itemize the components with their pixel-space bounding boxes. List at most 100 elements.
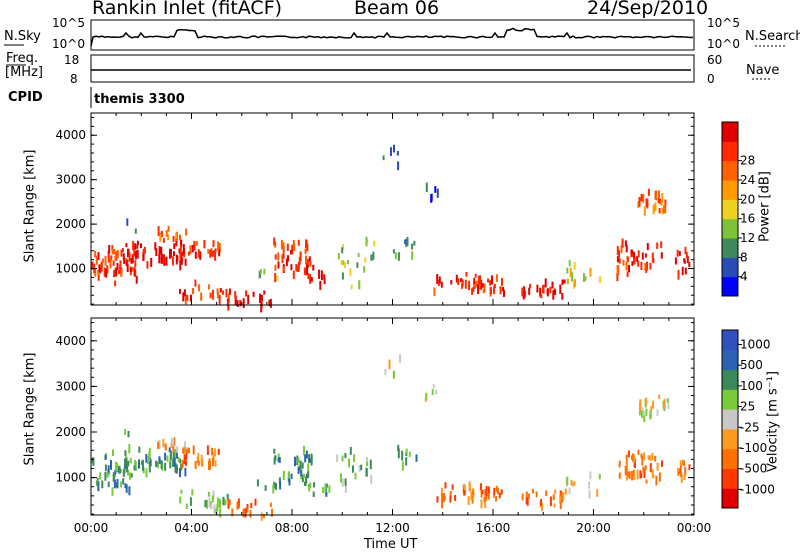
power-cell <box>599 276 602 284</box>
velocity-cell <box>618 460 621 466</box>
velocity-cell <box>588 490 591 499</box>
velocity-cell <box>643 452 646 461</box>
velocity-cell <box>303 445 305 456</box>
power-cell <box>436 188 439 198</box>
power-cell <box>113 249 116 255</box>
power-cell <box>341 247 344 254</box>
velocity-cell <box>631 455 633 460</box>
power-cell <box>645 198 648 207</box>
velocity-cell <box>184 441 186 448</box>
power-cell <box>571 271 574 282</box>
velocity-cell <box>171 438 174 445</box>
velocity-cell <box>107 469 110 476</box>
velocity-cell <box>164 443 167 451</box>
velocity-cell <box>129 474 131 480</box>
power-cell <box>501 278 503 286</box>
power-cell <box>323 278 326 284</box>
power-cell <box>306 264 309 275</box>
velocity-cell <box>649 463 652 473</box>
velocity-cell <box>683 473 686 481</box>
velocity-cell <box>180 489 183 494</box>
velocity-cell <box>535 491 538 498</box>
velocity-cell <box>300 470 303 477</box>
velocity-colorbar-segment <box>722 488 738 509</box>
velocity-cell <box>188 447 190 454</box>
power-cell <box>305 239 307 249</box>
velocity-cell <box>138 459 140 469</box>
velocity-cell <box>269 502 272 508</box>
velocity-cell <box>637 449 640 455</box>
power-cell <box>684 267 687 275</box>
power-cell <box>142 251 145 261</box>
velocity-cell <box>308 457 311 463</box>
velocity-cell <box>176 446 179 453</box>
power-cell <box>281 254 284 264</box>
power-cell <box>195 241 198 246</box>
power-cell <box>490 286 492 295</box>
velocity-cell <box>683 460 685 467</box>
power-cell <box>210 248 213 257</box>
velocity-colorbar-frame <box>721 329 739 509</box>
power-cell <box>411 243 414 250</box>
power-colorbar-segment <box>722 257 738 278</box>
power-cell <box>130 258 133 264</box>
nsearch-tick-high: 10^5 <box>707 16 740 30</box>
velocity-cell <box>145 453 148 463</box>
velocity-cell <box>441 493 444 503</box>
velocity-cell <box>113 479 116 489</box>
velocity-cell <box>336 454 339 463</box>
power-cell <box>493 285 496 295</box>
power-cell <box>176 255 179 262</box>
velocity-cell <box>211 447 214 456</box>
power-cell <box>473 277 476 284</box>
power-cell <box>91 261 94 270</box>
power-colorbar-tick-label: 12 <box>740 231 755 245</box>
velocity-cell <box>212 490 215 500</box>
power-colorbar-tick-label: 8 <box>740 250 748 264</box>
velocity-colorbar-tick-label: 25 <box>740 400 755 414</box>
velocity-cell <box>172 445 175 453</box>
velocity-cell <box>104 454 107 460</box>
power-cell <box>573 261 576 270</box>
power-cell <box>684 246 687 255</box>
velocity-cell <box>312 491 315 497</box>
velocity-cell <box>173 457 176 467</box>
power-cell <box>397 161 400 171</box>
power-cell <box>305 255 307 265</box>
power-cell <box>213 250 216 257</box>
power-cell <box>292 270 295 280</box>
velocity-cell <box>471 496 474 504</box>
power-cell <box>636 256 639 262</box>
velocity-cell <box>297 466 300 474</box>
power-cell <box>126 218 129 226</box>
power-cell <box>212 240 215 248</box>
power-cell <box>628 264 630 273</box>
velocity-cell <box>170 442 173 448</box>
power-cell <box>112 260 115 266</box>
velocity-cell <box>541 503 544 512</box>
power-cell <box>97 271 100 281</box>
cpid-label: CPID <box>8 90 43 105</box>
velocity-cell <box>209 501 212 508</box>
velocity-cell <box>129 457 132 464</box>
power-cell <box>173 243 176 250</box>
velocity-cell <box>124 483 127 489</box>
power-cell <box>134 228 137 234</box>
power-cell <box>633 251 636 261</box>
power-cell <box>569 267 572 277</box>
velocity-cell <box>618 472 621 479</box>
power-cell <box>425 182 428 193</box>
velocity-cell <box>349 446 352 455</box>
velocity-cell <box>211 495 214 503</box>
power-cell <box>109 258 112 269</box>
velocity-cell <box>304 481 306 487</box>
power-cell <box>568 260 571 267</box>
power-cell <box>561 279 564 285</box>
power-cell <box>292 240 295 245</box>
velocity-cell <box>101 480 104 489</box>
power-cell <box>131 255 134 264</box>
power-cell <box>136 249 139 259</box>
velocity-cell <box>639 402 641 412</box>
power-colorbar-tick-label: 24 <box>740 173 755 187</box>
velocity-cell <box>559 502 562 510</box>
